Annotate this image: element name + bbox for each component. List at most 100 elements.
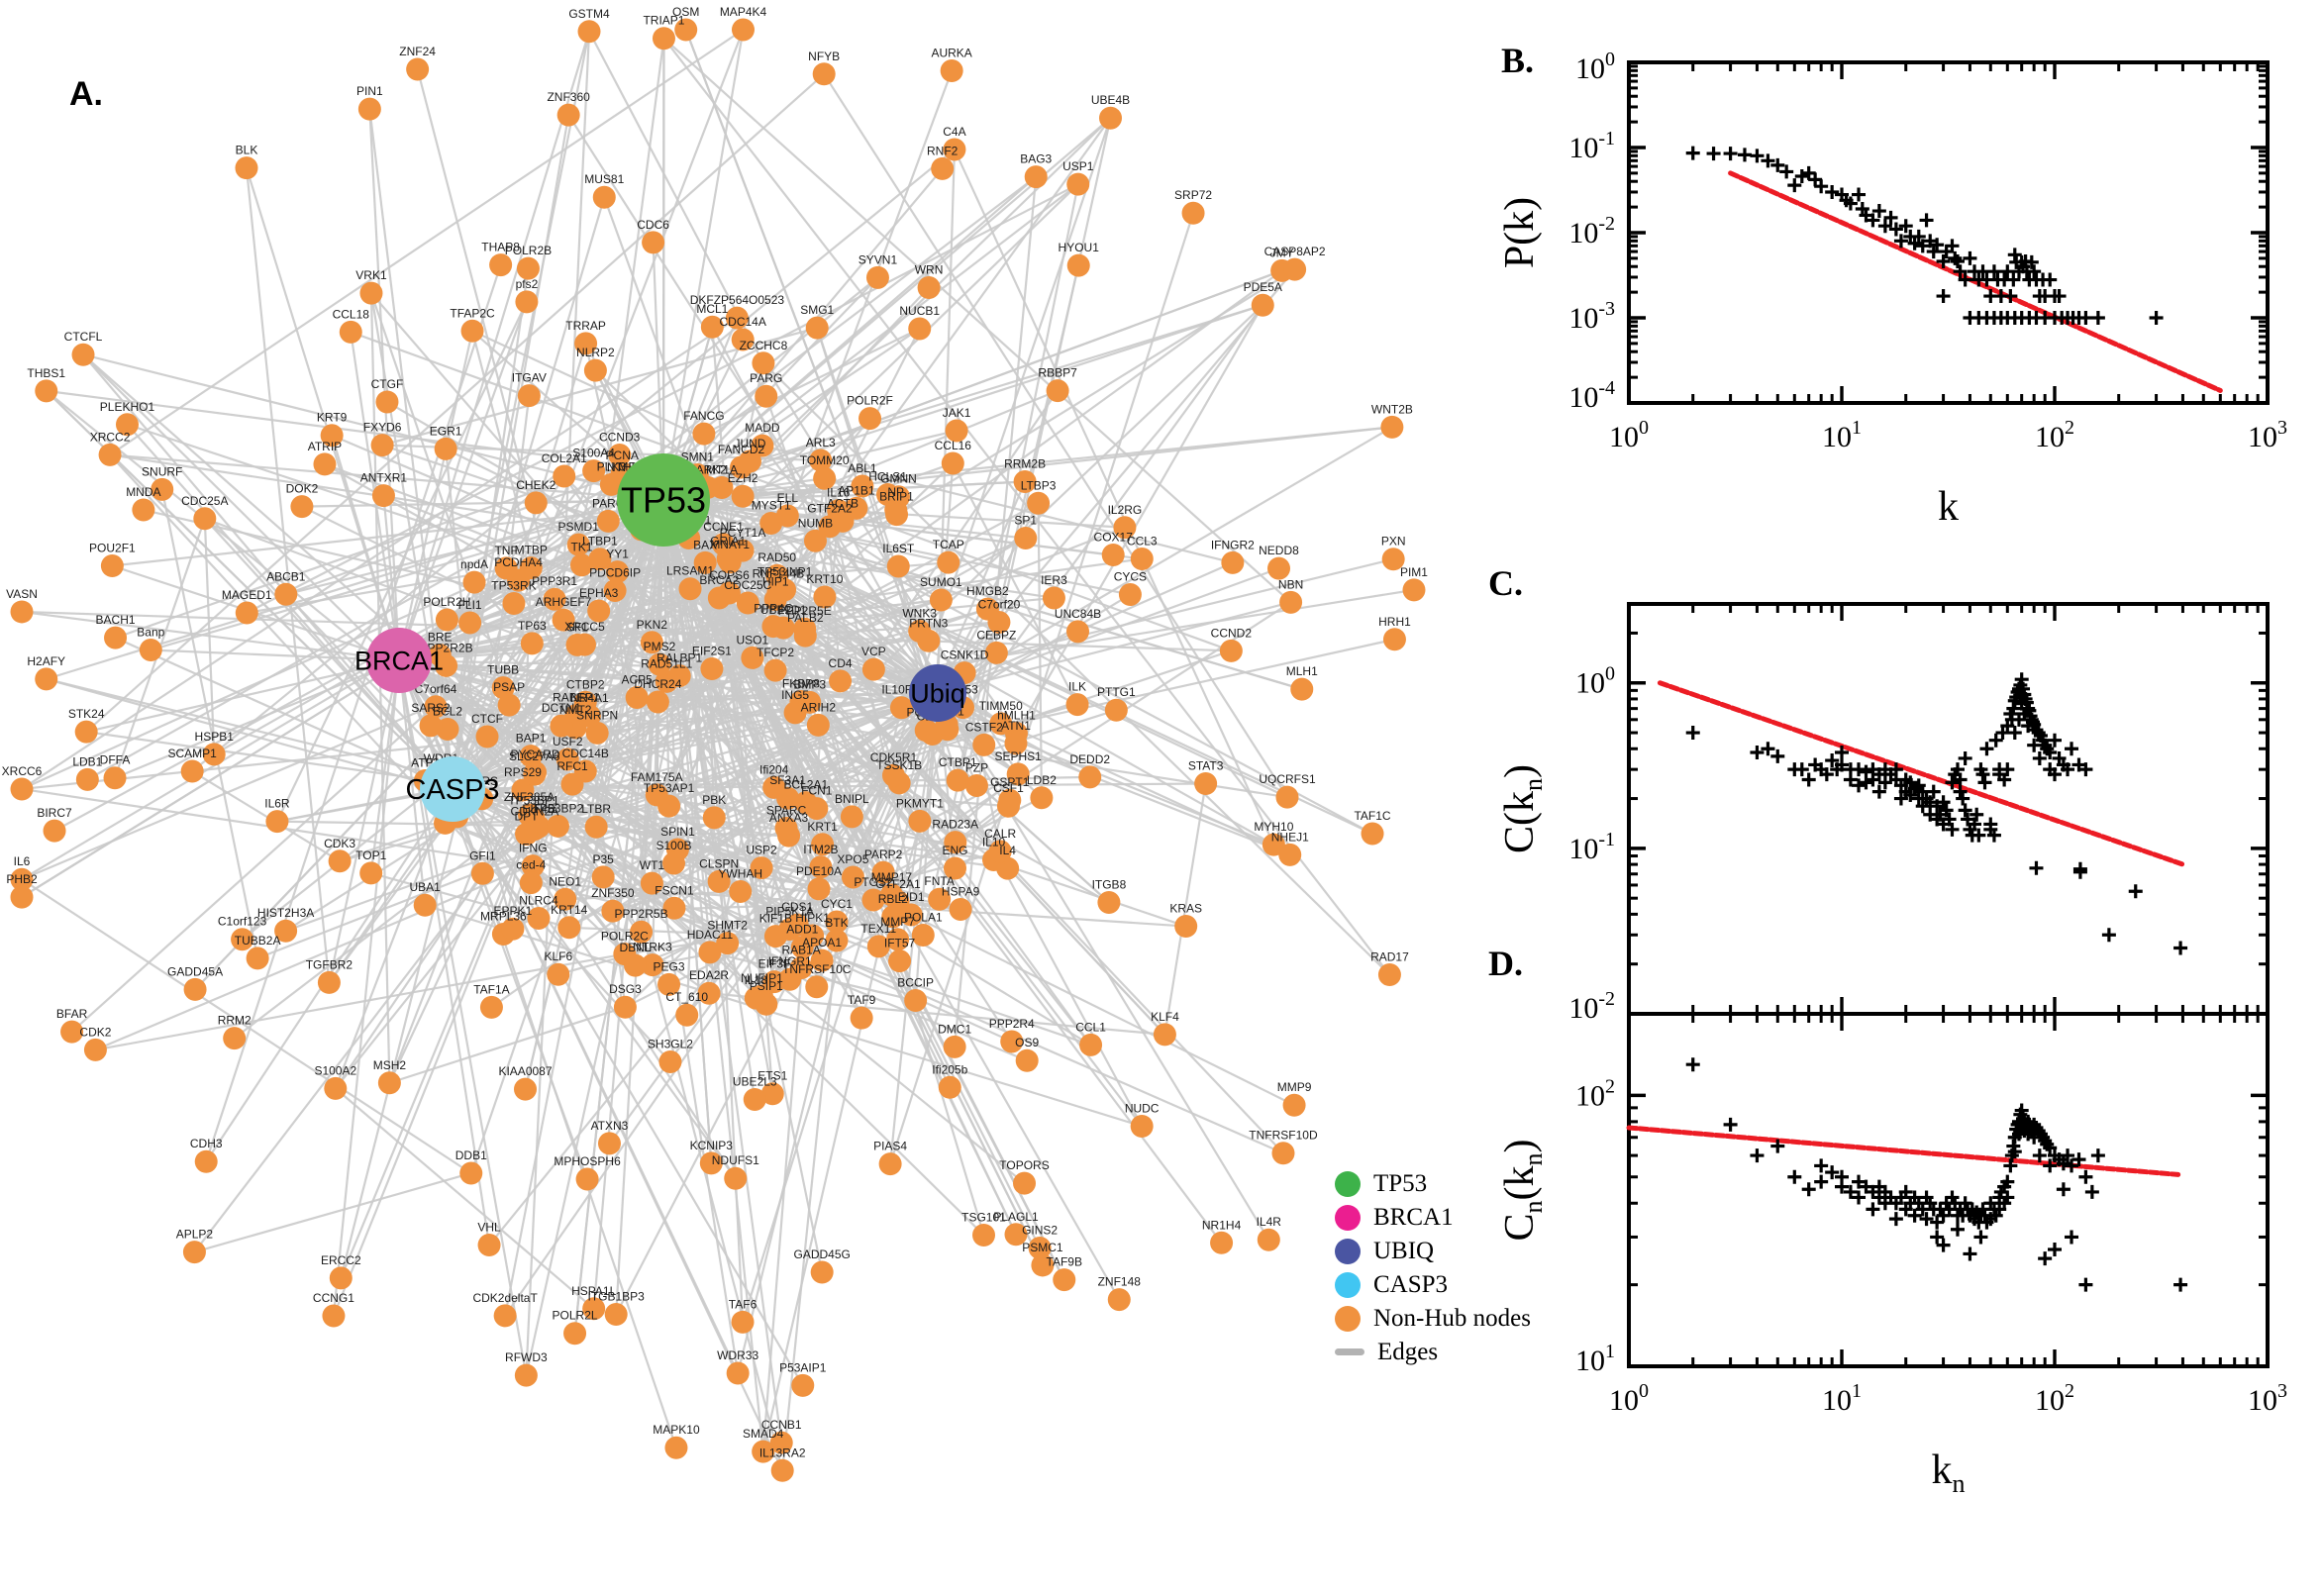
network-node-label: MTBP	[515, 544, 548, 557]
network-node-label: S100B	[656, 839, 691, 852]
network-node-label: RBL2	[878, 892, 908, 906]
network-node-label: USO1	[736, 633, 768, 647]
y-axis-title: C(kn​)	[1497, 764, 1548, 853]
network-node	[608, 444, 632, 467]
network-node	[324, 1076, 348, 1100]
hub-node-brca1	[366, 628, 432, 693]
network-node-label: ENG	[942, 844, 967, 857]
network-node-label: BAG3	[1020, 152, 1052, 166]
network-node	[1194, 772, 1218, 796]
network-node-label: UBE2L3	[733, 1074, 777, 1088]
network-node	[850, 1006, 873, 1030]
network-node-label: ZNF385A	[504, 790, 555, 804]
network-node	[825, 929, 849, 952]
network-node	[74, 720, 98, 744]
axis-tick-label: 100	[1609, 417, 1649, 453]
network-node-label: KIAA0087	[498, 1064, 552, 1078]
network-node-label: EPHA3	[579, 586, 619, 600]
network-node-label: RRM2	[218, 1014, 252, 1028]
network-node-label: WNT2B	[1371, 402, 1413, 416]
network-node-label: HMGB2	[966, 584, 1009, 598]
network-node-label: MPHOSPH6	[554, 1154, 621, 1168]
network-node	[1174, 915, 1198, 939]
network-node-label: MNDA	[126, 485, 160, 499]
network-node-label: HRH1	[1378, 615, 1411, 629]
network-node	[743, 1087, 766, 1111]
network-node	[1118, 583, 1142, 607]
network-node	[606, 560, 630, 584]
network-node-label: COX17	[1094, 531, 1134, 545]
network-node	[592, 185, 616, 209]
network-node	[642, 231, 665, 254]
network-node-label: CLSPN	[699, 856, 739, 870]
network-node-label: MMP7	[880, 915, 915, 929]
network-node	[811, 833, 835, 856]
network-node-label: CDK2	[79, 1025, 111, 1039]
network-node-label: CEBPZ	[976, 628, 1016, 642]
network-node	[763, 588, 787, 612]
network-node	[805, 316, 829, 340]
network-node	[1262, 833, 1285, 856]
network-node	[809, 855, 833, 879]
network-node	[914, 719, 938, 743]
edge-swatch-icon	[1335, 1348, 1364, 1355]
network-node-label: WNK3	[902, 606, 937, 620]
network-node	[357, 97, 381, 121]
network-node-label: CDC6	[637, 218, 669, 232]
network-node-label: DKFZP564O0523	[690, 293, 785, 307]
network-node	[514, 1077, 538, 1101]
network-node	[497, 693, 521, 717]
network-node	[320, 424, 344, 448]
network-node-label: BAX	[693, 538, 717, 551]
network-node	[1381, 548, 1405, 571]
network-node-label: IL10	[982, 835, 1006, 848]
network-node	[1065, 693, 1089, 717]
network-node-label: CHEK2	[516, 478, 556, 492]
network-node	[519, 871, 543, 895]
network-node	[1099, 106, 1123, 130]
network-node-label: PKMYT1	[896, 796, 944, 810]
network-node-label: ITGB8	[1092, 877, 1127, 891]
network-node-label: EIF3F	[758, 957, 791, 971]
network-node	[791, 1373, 815, 1397]
network-node	[646, 690, 669, 714]
network-node	[556, 103, 580, 127]
network-node-label: PXN	[1381, 535, 1406, 549]
network-node	[98, 443, 122, 466]
tp53-hub-swatch-icon	[1335, 1170, 1361, 1197]
network-node-label: GINS2	[1022, 1224, 1058, 1238]
network-node-label: SNRPN	[576, 708, 618, 722]
network-node-label: KRT10	[806, 572, 843, 586]
network-node	[928, 887, 952, 911]
network-node	[601, 899, 625, 923]
network-node	[667, 664, 691, 688]
network-node-label: PSIP1	[750, 979, 783, 993]
network-node-label: DBNL	[620, 941, 652, 954]
network-node-label: IL4	[999, 844, 1016, 857]
network-node	[989, 712, 1013, 736]
network-node	[43, 819, 66, 843]
plot-frame	[1627, 60, 2270, 405]
network-node-label: DMC1	[938, 1022, 971, 1036]
network-node	[946, 768, 969, 792]
axis-tick-label: 10-1	[1568, 829, 1615, 865]
network-hubs: BRCA1 CASP3 Ubiq TP53	[354, 453, 966, 822]
network-node-label: NUDC	[1125, 1101, 1160, 1115]
network-node-label: ced-4	[516, 858, 546, 872]
network-node-label: ITM2B	[803, 843, 838, 856]
network-node	[1046, 379, 1069, 403]
network-node-label: Banp	[137, 626, 164, 640]
network-node	[569, 553, 593, 577]
network-node	[805, 975, 829, 999]
network-node	[10, 777, 34, 801]
network-node	[692, 422, 716, 446]
network-node-label: PIN1	[356, 84, 383, 98]
axis-tick-label: 10-1	[1568, 128, 1615, 164]
network-node-label: C4A	[943, 125, 965, 139]
network-node-label: NP	[887, 485, 904, 499]
network-node-label: CDK2deltaT	[472, 1291, 538, 1305]
network-node	[716, 932, 740, 955]
network-node-label: ACP5	[622, 673, 654, 687]
network-node-label: ATN1	[1001, 719, 1031, 733]
